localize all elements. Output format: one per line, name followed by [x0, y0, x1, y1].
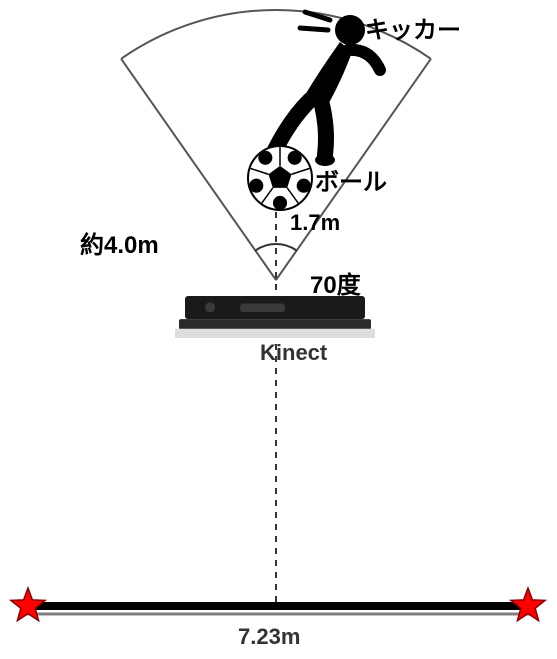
kicker-label: キッカー [365, 10, 461, 45]
ball-distance-label: 1.7m [290, 210, 340, 236]
diagram-svg [0, 0, 557, 659]
diagram-container: キッカー ボール 1.7m 約4.0m 70度 Kinect 7.23m [0, 0, 557, 659]
goal-post-star-right [511, 588, 545, 621]
angle-label: 70度 [310, 265, 361, 300]
ball-label: ボール [315, 162, 387, 197]
kinect-label: Kinect [260, 340, 327, 366]
goal-width-label: 7.23m [238, 624, 300, 650]
kinect-device-icon [175, 296, 375, 338]
range-label: 約4.0m [80, 225, 159, 260]
soccer-ball-icon [248, 146, 312, 210]
kicker-icon [260, 12, 380, 166]
goal-post-star-left [11, 588, 45, 621]
